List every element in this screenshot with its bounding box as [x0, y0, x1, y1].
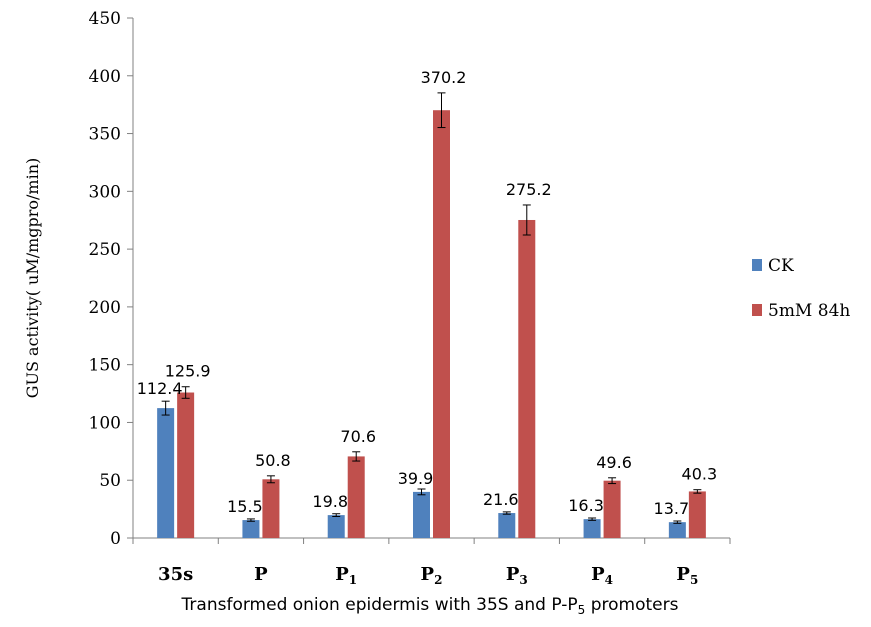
data-label-ck: 16.3	[568, 496, 604, 515]
data-label-ck: 21.6	[483, 490, 519, 509]
x-axis-title-main: Transformed onion epidermis with 35S and…	[181, 595, 578, 615]
y-tick-label: 0	[110, 529, 121, 549]
bar-5mm-84h	[177, 392, 195, 538]
data-label-5mm-84h: 275.2	[506, 180, 552, 199]
y-tick-label: 400	[89, 67, 121, 87]
bar-ck	[413, 491, 430, 538]
data-label-5mm-84h: 40.3	[682, 465, 718, 484]
data-label-ck: 39.9	[398, 469, 434, 488]
x-tick-label-subscript: 2	[434, 573, 442, 587]
x-tick-label-base: P	[676, 564, 690, 585]
x-tick-label: P	[254, 564, 268, 585]
y-tick-label: 50	[99, 471, 121, 491]
x-tick-label-base: P	[254, 564, 268, 585]
legend-label: 5mM 84h	[768, 301, 850, 321]
bar-5mm-84h	[603, 480, 621, 538]
x-axis: 35s P P1 P2 P3 P4 P5	[132, 537, 731, 587]
bar-ck	[498, 513, 516, 538]
data-label-ck: 13.7	[654, 499, 690, 518]
y-tick-label: 150	[89, 356, 121, 376]
x-axis-title-tail: promoters	[585, 595, 678, 615]
legend-label: CK	[768, 256, 794, 276]
x-tick-label: 35s	[158, 564, 193, 585]
x-tick-label: P1	[335, 564, 357, 587]
y-tick-label: 450	[89, 9, 121, 29]
bar-5mm-84h	[518, 219, 536, 539]
data-label-5mm-84h: 50.8	[255, 451, 291, 470]
data-label-5mm-84h: 125.9	[165, 362, 211, 381]
data-label-ck: 15.5	[227, 497, 263, 516]
bar-5mm-84h	[688, 491, 706, 538]
x-tick-label: P4	[591, 564, 613, 587]
x-tick-label-subscript: 3	[519, 573, 527, 587]
bar-ck	[583, 519, 601, 538]
x-axis-title: Transformed onion epidermis with 35S and…	[181, 595, 679, 617]
bar-5mm-84h	[433, 110, 450, 539]
x-tick-label: P5	[676, 564, 698, 587]
x-tick-label-base: P	[421, 564, 435, 585]
bar-ck	[157, 408, 175, 538]
x-tick-label-subscript: 5	[690, 573, 698, 587]
bar-5mm-84h	[262, 479, 280, 538]
data-label-5mm-84h: 370.2	[421, 68, 467, 87]
data-labels: 112.4 15.5 19.8 39.9 21.6 16.3 13.7 125.9 50.8 70…	[137, 68, 717, 518]
y-tick-label: 100	[89, 413, 121, 433]
y-tick-label: 250	[89, 240, 121, 260]
legend-swatch	[752, 304, 762, 316]
x-tick-label-subscript: 1	[349, 573, 357, 587]
y-axis: 0 50 100 150 200 250 300 350 400 450	[89, 9, 134, 549]
data-label-5mm-84h: 49.6	[596, 453, 632, 472]
bar-ck	[242, 520, 260, 538]
data-label-5mm-84h: 70.6	[340, 427, 376, 446]
y-tick-label: 350	[89, 125, 121, 145]
bar-ck	[327, 515, 345, 538]
x-tick-label-base: P	[335, 564, 349, 585]
x-tick-label-base: P	[591, 564, 605, 585]
data-label-ck: 112.4	[137, 379, 183, 398]
y-tick-label: 200	[89, 298, 121, 318]
y-axis-title: GUS activity( uM/mgpro/min)	[23, 158, 42, 399]
x-tick-label: P3	[506, 564, 528, 587]
legend: CK 5mM 84h	[752, 256, 850, 321]
y-tick-label: 300	[89, 182, 121, 202]
bar-5mm-84h	[347, 456, 365, 538]
data-label-ck: 19.8	[312, 492, 348, 511]
x-axis-title-subscript: 5	[578, 603, 586, 617]
bar-ck	[668, 522, 686, 538]
bars	[157, 92, 706, 539]
x-tick-label-base: P	[506, 564, 520, 585]
x-tick-label-base: 35s	[158, 564, 193, 585]
x-tick-label-subscript: 4	[605, 573, 613, 587]
legend-swatch	[752, 259, 762, 271]
x-tick-label: P2	[421, 564, 443, 587]
